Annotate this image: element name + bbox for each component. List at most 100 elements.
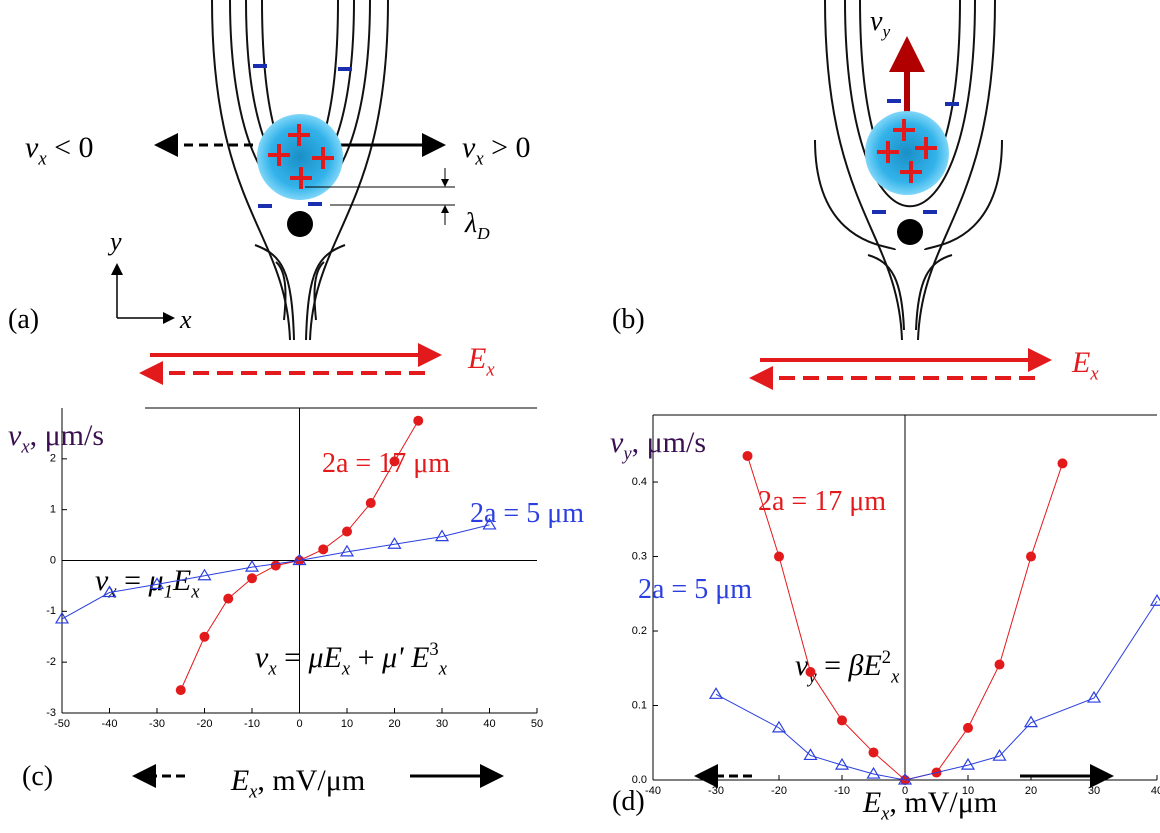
subscript: x [1089, 364, 1099, 385]
schematic-a [111, 0, 455, 385]
text-part: E [230, 764, 249, 797]
text-part: v [255, 641, 269, 674]
text-part: < 0 [47, 131, 94, 164]
panel-label: (d) [612, 786, 645, 817]
text-part: v [462, 131, 476, 164]
subscript: x [20, 437, 30, 458]
data-point [897, 772, 913, 785]
subscript: x [190, 582, 200, 603]
data-point [771, 720, 787, 733]
data-point [318, 544, 329, 555]
data-point [270, 560, 281, 571]
math-text: vx​ < 0 [25, 131, 94, 170]
data-point [247, 573, 257, 584]
data-point [149, 577, 165, 589]
text-part: v [610, 426, 624, 459]
x-tick-label: 40 [1151, 785, 1160, 797]
x-tick-label: -20 [771, 785, 787, 797]
x-tick-label: 30 [436, 718, 448, 730]
data-point [244, 559, 260, 572]
text-part: + [350, 641, 382, 674]
data-point [223, 593, 234, 604]
x-tick-label: -30 [149, 718, 165, 730]
schematic-b [749, 0, 1052, 390]
subscript: 1 [164, 582, 173, 603]
subscript: x [890, 667, 900, 688]
subscript: x [248, 782, 258, 803]
y-tick-label: -1 [46, 605, 56, 617]
text-part: μE [308, 641, 342, 674]
panel-label: (a) [8, 304, 39, 335]
math-text: vy​ = βE2​x​ [795, 647, 900, 688]
data-point [387, 537, 402, 549]
y-tick-label: 0.2 [632, 625, 647, 637]
text-part: E [172, 564, 191, 597]
axis-y-label: y [107, 227, 122, 256]
text-part: , μm/s [632, 426, 706, 459]
math-text: Ex​, mV/μm [862, 786, 997, 825]
x-tick-label: -10 [244, 718, 260, 730]
superscript: 2 [882, 647, 891, 668]
subscript: y [621, 444, 632, 465]
x-tick-label: -10 [834, 785, 850, 797]
panel-label: (b) [612, 304, 645, 335]
x-tick-label: -40 [645, 785, 661, 797]
data-point [994, 659, 1005, 670]
data-point [102, 585, 117, 598]
text-part: v [8, 419, 22, 452]
data-point [834, 757, 850, 770]
data-point [868, 747, 879, 758]
text-part: βE [848, 649, 882, 682]
text-part: v [95, 564, 109, 597]
fit-line [61, 524, 490, 620]
subscript: D [476, 224, 490, 243]
x-tick-label: -20 [197, 718, 213, 730]
data-point [803, 748, 818, 761]
y-tick-label: 0.1 [632, 699, 647, 711]
math-text: vx​ = μEx​ + μ' E3​x​ [255, 639, 448, 680]
math-text: vx​, μm/s [8, 419, 104, 458]
subscript: x [267, 659, 277, 680]
x-tick-label: 30 [1088, 785, 1100, 797]
data-point [1086, 690, 1102, 703]
x-tick-label: -30 [708, 785, 724, 797]
data-point [1023, 715, 1039, 728]
text-part: v [795, 649, 809, 682]
x-tick-label: 20 [1025, 785, 1037, 797]
fit-line [715, 600, 1158, 781]
data-point [199, 631, 210, 642]
data-point [963, 722, 973, 733]
series-label: 2a = 5 μm [638, 574, 752, 605]
data-point [960, 757, 976, 770]
series-label: 2a = 17 μm [758, 486, 886, 517]
subscript: x [485, 360, 495, 381]
math-text: vy​ [870, 6, 890, 41]
data-point [992, 748, 1007, 761]
text-part: E [862, 786, 881, 819]
data-point [365, 498, 376, 509]
math-text: vy​, μm/s [610, 426, 706, 465]
data-point [774, 551, 784, 562]
text-part: λ [464, 208, 477, 239]
data-point [434, 529, 450, 542]
data-point [1026, 551, 1036, 562]
y-tick-label: 2 [50, 453, 56, 465]
y-tick-label: 0.3 [632, 550, 647, 562]
data-point [742, 450, 753, 461]
data-point [708, 687, 724, 699]
subscript: x [880, 804, 890, 825]
math-text: λD​ [464, 208, 490, 243]
text-part: E [467, 342, 486, 375]
subscript: x [341, 659, 351, 680]
x-tick-label: 0 [296, 718, 302, 730]
math-text: Ex​ [467, 342, 495, 381]
subscript: y [880, 22, 890, 41]
x-tick-label: -40 [102, 718, 118, 730]
text-part: = [277, 641, 309, 674]
x-tick-label: 20 [388, 718, 400, 730]
data-point [805, 666, 816, 677]
text-part: v [25, 131, 39, 164]
text-part: = [117, 564, 149, 597]
superscript: 3 [429, 639, 438, 660]
